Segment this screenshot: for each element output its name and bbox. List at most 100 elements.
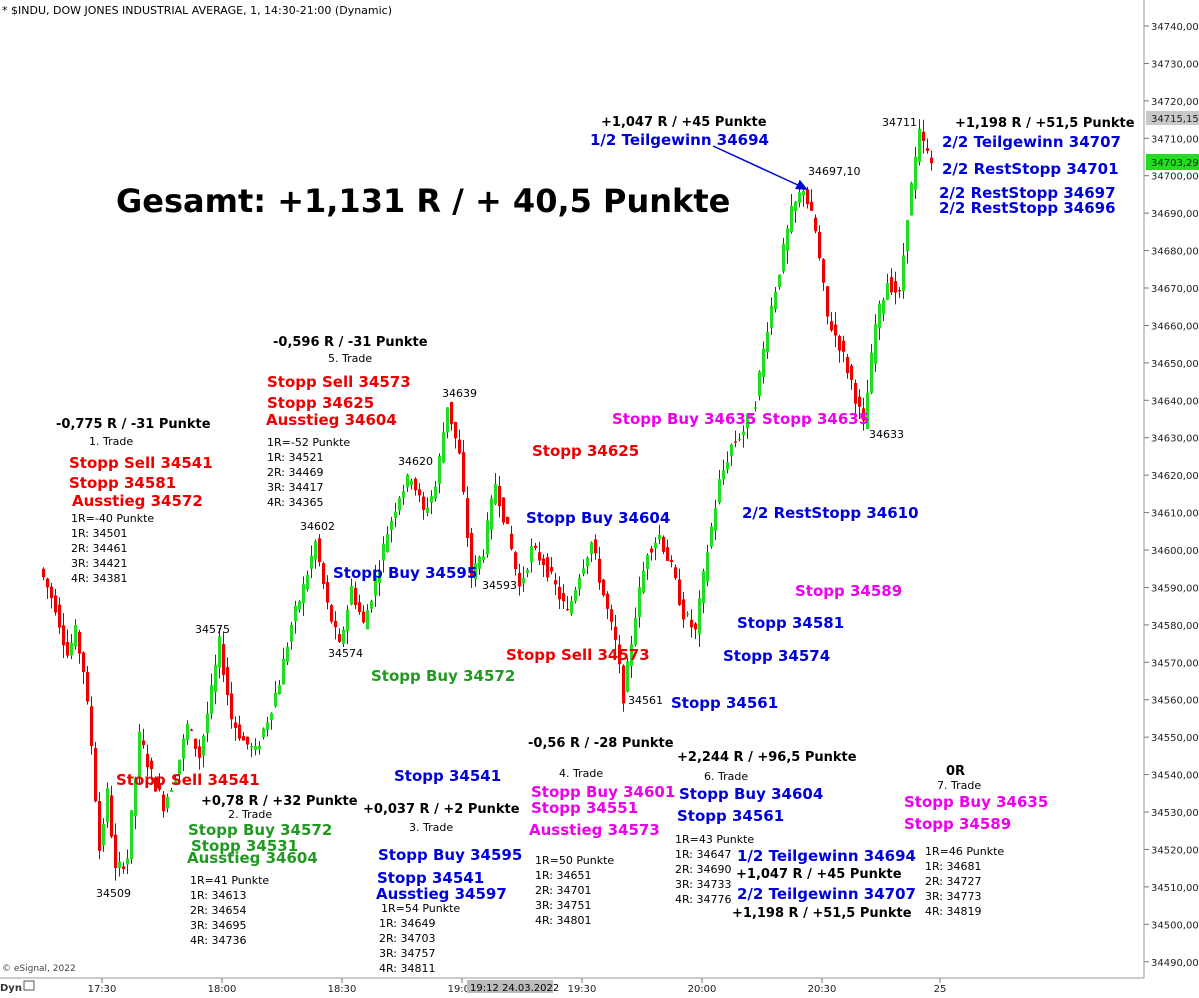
annotation-label: 4R: 34776 — [675, 893, 732, 906]
candle — [874, 314, 878, 372]
annotation-label: 4R: 34736 — [190, 934, 247, 947]
y-tick-label: 34650,00 — [1151, 359, 1199, 370]
candle — [466, 486, 470, 548]
candle — [826, 285, 830, 325]
candle — [202, 734, 206, 768]
candle — [286, 642, 290, 666]
candle — [534, 542, 538, 551]
candle — [46, 577, 50, 599]
candle — [182, 734, 186, 772]
candle — [902, 242, 906, 299]
annotation-label: 4R: 34819 — [925, 905, 982, 918]
candle — [126, 849, 130, 875]
annotation-label: Stopp Buy 34601 — [531, 783, 675, 801]
candle — [634, 607, 638, 647]
candle — [650, 545, 654, 561]
annotation-label: 1R=46 Punkte — [925, 845, 1004, 858]
candle — [514, 551, 518, 576]
candle — [254, 738, 258, 756]
candle — [306, 570, 310, 592]
annotation-label: Stopp Sell 34541 — [116, 771, 260, 789]
annotation-label: 2R: 34654 — [190, 904, 247, 917]
candle — [546, 553, 550, 582]
candle — [670, 555, 674, 568]
candle — [802, 189, 806, 207]
candle — [70, 634, 74, 660]
annotation-label: 4R: 34801 — [535, 914, 592, 927]
candle — [382, 536, 386, 573]
candle — [846, 354, 850, 379]
annotation-label: Stopp 34581 — [69, 474, 176, 492]
candle — [558, 576, 562, 610]
candle — [754, 401, 758, 412]
candle — [454, 421, 458, 449]
candle — [926, 138, 930, 154]
candle — [86, 665, 90, 705]
candle — [522, 566, 526, 593]
candle — [294, 600, 298, 634]
candle — [498, 476, 502, 518]
candle — [426, 497, 430, 517]
y-tick-label: 34550,00 — [1151, 733, 1199, 744]
annotation-label: +0,78 R / +32 Punkte — [201, 794, 358, 809]
candle — [98, 792, 102, 860]
annotation-label: 1R: 34613 — [190, 889, 247, 902]
candle — [458, 429, 462, 455]
candle — [666, 539, 670, 561]
y-tick-label: 34720,00 — [1151, 97, 1199, 108]
price-point-label: 34697,10 — [808, 165, 861, 178]
annotation-label: 1R: 34501 — [71, 527, 128, 540]
annotation-label: Stopp 34589 — [795, 582, 902, 600]
candle — [838, 334, 842, 363]
candle — [894, 271, 898, 305]
candle — [334, 611, 338, 640]
candle — [190, 728, 194, 732]
annotation-label: Stopp Buy 34572 — [188, 821, 332, 839]
candle — [78, 629, 82, 664]
candle — [278, 680, 282, 695]
annotation-label: 2R: 34701 — [535, 884, 592, 897]
candle — [250, 742, 254, 758]
annotation-label: 2/2 RestStopp 34697 — [939, 184, 1116, 202]
candle — [310, 545, 314, 578]
candle — [550, 557, 554, 575]
candle — [698, 590, 702, 648]
annotation-label: Ausstieg 34573 — [529, 821, 660, 839]
annotation-label: 1R: 34521 — [267, 451, 324, 464]
price-point-label: 34574 — [328, 647, 363, 660]
candle — [206, 701, 210, 743]
annotation-label: 1R: 34681 — [925, 860, 982, 873]
last-price-marker: 34715,15 — [1146, 111, 1199, 125]
mode-toggle[interactable]: Dyn — [0, 980, 35, 994]
time-axis: 17:30 18:00 18:30 19:00 19:30 20:00 20:30 25 — [88, 978, 946, 995]
annotation-label: Ausstieg 34572 — [72, 492, 203, 510]
candle — [194, 738, 198, 757]
candle — [878, 300, 882, 341]
candle — [330, 604, 334, 624]
candle — [282, 647, 286, 685]
annotation-label: 5. Trade — [328, 352, 372, 365]
candle — [758, 370, 762, 401]
annotation-label: 2R: 34727 — [925, 875, 982, 888]
candle — [474, 555, 478, 587]
annotation-label: Ausstieg 34597 — [376, 885, 507, 903]
candle — [494, 473, 498, 506]
annotation-label: 2R: 34469 — [267, 466, 324, 479]
y-tick-label: 34580,00 — [1151, 621, 1199, 632]
candle-series — [42, 119, 934, 881]
candle — [374, 564, 378, 607]
candle — [782, 237, 786, 274]
candle — [146, 744, 150, 777]
annotation-label: Stopp 34531 — [191, 837, 298, 855]
annotation-label: 2/2 Teilgewinn 34707 — [737, 885, 916, 903]
y-tick-label: 34690,00 — [1151, 209, 1199, 220]
annotation-label: Stopp 34541 — [394, 767, 501, 785]
x-tick-label: 18:30 — [328, 984, 357, 993]
annotation-label: 3R: 34421 — [71, 557, 128, 570]
candle — [114, 823, 118, 881]
candle — [350, 578, 354, 606]
y-tick-label: 34590,00 — [1151, 583, 1199, 594]
candle — [594, 534, 598, 560]
candle — [910, 181, 914, 216]
annotation-label: 2/2 RestStopp 34610 — [742, 504, 919, 522]
